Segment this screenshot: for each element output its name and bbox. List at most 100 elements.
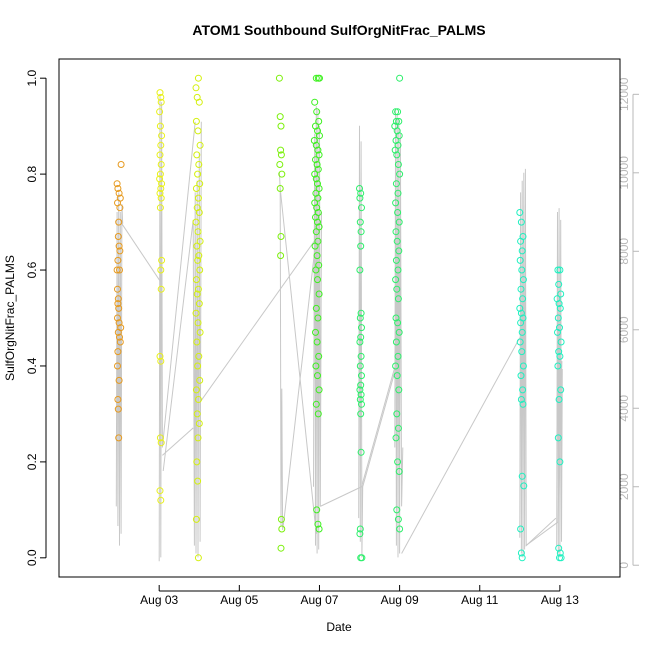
data-point-f9-17 xyxy=(554,434,562,442)
data-point-f2-25 xyxy=(157,496,165,504)
data-point-f6-16 xyxy=(358,372,365,380)
data-point-f2-13 xyxy=(157,185,165,192)
altitude-connector-1 xyxy=(121,223,162,283)
data-point-f3-13 xyxy=(194,194,202,202)
data-point-f5-4 xyxy=(311,98,319,106)
data-point-f7-26 xyxy=(394,295,402,303)
data-point-f5-40 xyxy=(313,338,321,346)
data-point-f2-4 xyxy=(156,108,164,116)
data-point-f1-23 xyxy=(114,362,121,370)
data-point-f1-26 xyxy=(114,405,122,413)
y2-tick-label-5: 8000 xyxy=(617,238,631,265)
data-point-f5-12 xyxy=(314,146,322,154)
data-point-f5-9 xyxy=(316,132,323,140)
data-point-f5-6 xyxy=(315,117,323,125)
data-point-f1-20 xyxy=(116,333,123,341)
data-point-f2-7 xyxy=(157,141,165,149)
data-point-f3-32 xyxy=(194,362,202,370)
data-point-f5-29 xyxy=(312,228,320,236)
data-point-f3-27 xyxy=(192,309,200,317)
data-point-f2-15 xyxy=(157,194,165,202)
data-point-f8-27 xyxy=(518,554,526,562)
data-point-f7-18 xyxy=(395,218,403,226)
altitude-trace-1 xyxy=(115,192,124,546)
data-point-f7-25 xyxy=(393,285,401,293)
data-point-f3-21 xyxy=(194,256,202,264)
data-point-f2-1 xyxy=(156,89,164,97)
data-point-f6-24 xyxy=(356,525,364,533)
data-point-f3-30 xyxy=(193,338,201,346)
x-tick-label-1: Aug 03 xyxy=(140,593,178,607)
data-point-f6-20 xyxy=(356,396,364,403)
data-point-f3-10 xyxy=(194,170,202,178)
data-point-f8-19 xyxy=(517,372,525,380)
data-point-f2-17 xyxy=(158,256,166,264)
data-point-f5-42 xyxy=(312,362,320,370)
data-point-f5-49 xyxy=(315,525,323,533)
data-point-f3-9 xyxy=(195,161,203,168)
data-point-f7-7 xyxy=(395,132,403,140)
data-point-f6-3 xyxy=(356,194,364,202)
data-point-f1-29 xyxy=(116,266,123,274)
data-point-f8-16 xyxy=(516,338,524,346)
data-point-f6-9 xyxy=(357,309,365,317)
x-tick-label-4: Aug 09 xyxy=(381,593,419,607)
data-point-f7-32 xyxy=(392,362,400,370)
data-point-f7-15 xyxy=(394,189,402,197)
data-point-f7-3 xyxy=(392,117,400,125)
data-point-f4-9 xyxy=(277,233,285,240)
data-point-f3-38 xyxy=(194,434,202,442)
data-point-f8-7 xyxy=(518,266,526,274)
data-point-f9-12 xyxy=(555,348,563,356)
data-point-f8-25 xyxy=(517,525,525,533)
data-point-f3-40 xyxy=(194,477,202,485)
data-point-f7-4 xyxy=(395,117,403,125)
y-tick-label-4: 0.6 xyxy=(25,261,39,278)
data-points-layer xyxy=(113,74,565,562)
data-point-f1-24 xyxy=(115,376,123,384)
data-point-f7-37 xyxy=(392,434,400,442)
data-point-f3-8 xyxy=(193,151,201,159)
data-point-f5-16 xyxy=(314,165,322,173)
data-point-f7-14 xyxy=(392,180,400,188)
data-point-f3-11 xyxy=(196,180,204,188)
data-point-f4-8 xyxy=(276,185,284,192)
data-point-f4-13 xyxy=(277,544,285,552)
data-point-f6-15 xyxy=(356,362,364,370)
x-tick-label-5: Aug 11 xyxy=(461,593,498,607)
data-point-f5-37 xyxy=(312,304,320,312)
data-point-f3-17 xyxy=(194,228,202,236)
data-point-f6-14 xyxy=(357,352,365,360)
data-point-f5-46 xyxy=(314,410,322,418)
data-point-f6-2 xyxy=(357,189,365,197)
data-point-f3-22 xyxy=(196,266,204,274)
data-point-f8-10 xyxy=(519,295,527,303)
data-point-f6-4 xyxy=(358,204,365,212)
altitude-connector-7 xyxy=(401,337,521,554)
data-point-f7-34 xyxy=(395,386,403,394)
data-point-f5-5 xyxy=(313,108,321,116)
data-point-f2-5 xyxy=(156,122,164,130)
data-point-f7-20 xyxy=(393,237,401,245)
data-point-f3-19 xyxy=(193,242,201,250)
data-point-f1-27 xyxy=(115,434,123,442)
data-point-f5-3 xyxy=(316,74,323,82)
data-point-f9-20 xyxy=(556,549,564,557)
y-tick-label-6: 1.0 xyxy=(25,70,39,87)
data-point-f3-12 xyxy=(192,185,200,192)
data-point-f2-6 xyxy=(158,132,166,140)
data-point-f9-6 xyxy=(555,300,563,308)
data-point-f6-23 xyxy=(357,448,365,456)
data-point-f5-35 xyxy=(314,276,321,284)
data-point-f6-11 xyxy=(358,324,365,332)
data-point-f8-1 xyxy=(516,209,524,216)
altitude-connector-6 xyxy=(361,357,399,487)
data-point-f2-22 xyxy=(156,434,164,442)
altitude-connector-4 xyxy=(279,188,317,534)
data-point-f7-28 xyxy=(394,319,402,327)
data-point-f5-20 xyxy=(315,185,323,192)
y2-tick-label-6: 10000 xyxy=(617,156,631,190)
data-point-f3-41 xyxy=(192,515,200,523)
data-point-f6-6 xyxy=(357,228,365,236)
